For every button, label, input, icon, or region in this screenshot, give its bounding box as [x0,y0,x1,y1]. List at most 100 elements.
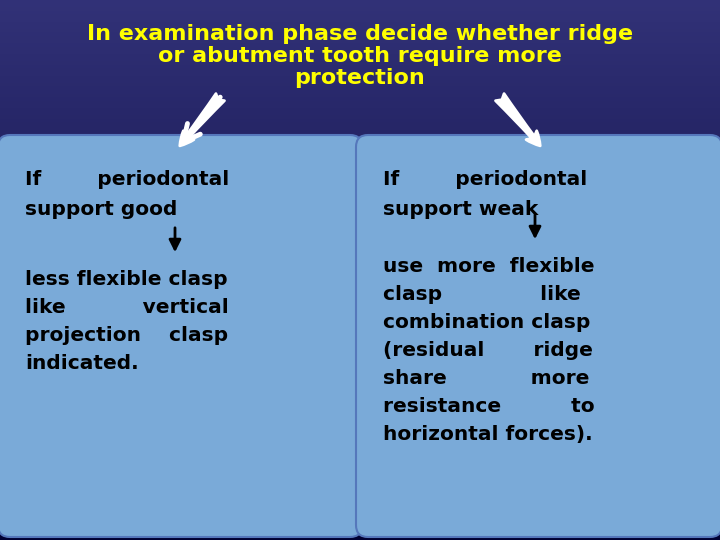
Bar [0,500,720,504]
Bar [0,381,720,385]
Bar [0,100,720,104]
Bar [0,222,720,227]
Bar [0,46,720,50]
Bar [0,284,720,288]
Bar [0,240,720,245]
Bar [0,35,720,39]
Bar [0,338,720,342]
Bar [0,431,720,436]
Bar [0,521,720,525]
Bar [0,308,720,313]
FancyBboxPatch shape [356,135,720,537]
Bar [0,247,720,252]
Bar [0,193,720,198]
Bar [0,118,720,123]
Bar [0,345,720,349]
Bar [0,294,720,299]
Bar [0,352,720,356]
Bar [0,31,720,36]
Bar [0,420,720,425]
Bar [0,276,720,281]
Bar [0,373,720,378]
Bar [0,463,720,468]
Text: clasp              like: clasp like [383,285,581,304]
Bar [0,528,720,533]
Bar [0,146,720,151]
Text: combination clasp: combination clasp [383,313,590,332]
Bar [0,172,720,177]
Bar [0,125,720,130]
Bar [0,157,720,162]
Bar [0,489,720,493]
Text: (residual       ridge: (residual ridge [383,341,593,360]
Bar [0,460,720,464]
Bar [0,3,720,7]
Bar [0,161,720,166]
Text: share            more: share more [383,369,590,388]
Bar [0,204,720,209]
Bar [0,438,720,443]
Bar [0,453,720,457]
Text: support weak: support weak [383,200,539,219]
Text: projection    clasp: projection clasp [25,326,228,345]
Bar [0,233,720,238]
Bar [0,269,720,274]
Text: horizontal forces).: horizontal forces). [383,425,593,444]
Bar [0,316,720,320]
Text: less flexible clasp: less flexible clasp [25,270,228,289]
Bar [0,132,720,137]
Bar [0,226,720,231]
Text: indicated.: indicated. [25,354,139,373]
Bar [0,111,720,115]
Bar [0,186,720,191]
Bar [0,129,720,133]
Bar [0,359,720,363]
Bar [0,424,720,428]
FancyBboxPatch shape [0,135,362,537]
Bar [0,291,720,295]
Bar [0,319,720,324]
Bar [0,179,720,184]
Bar [0,251,720,255]
Bar [0,334,720,339]
Bar [0,370,720,374]
Bar [0,535,720,540]
Bar [0,456,720,461]
Bar [0,449,720,454]
Bar [0,122,720,126]
Bar [0,524,720,529]
Bar [0,478,720,482]
Bar [0,254,720,259]
Bar [0,517,720,522]
Bar [0,219,720,223]
Text: If        periodontal: If periodontal [383,170,588,189]
Bar [0,496,720,501]
Bar [0,273,720,277]
Bar [0,510,720,515]
Text: resistance          to: resistance to [383,397,595,416]
Bar [0,244,720,248]
Bar [0,237,720,241]
Bar [0,24,720,29]
Bar [0,107,720,112]
Bar [0,139,720,144]
Bar [0,312,720,317]
Bar [0,413,720,417]
Bar [0,470,720,475]
Bar [0,0,720,4]
Bar [0,183,720,187]
Bar [0,96,720,101]
Bar [0,200,720,205]
Bar [0,60,720,65]
Bar [0,103,720,108]
Bar [0,265,720,270]
Bar [0,136,720,140]
Bar [0,287,720,292]
Text: If        periodontal: If periodontal [25,170,229,189]
Bar [0,341,720,346]
Bar [0,507,720,511]
Text: protection: protection [294,68,426,88]
Bar [0,435,720,439]
Bar [0,409,720,414]
Bar [0,330,720,335]
